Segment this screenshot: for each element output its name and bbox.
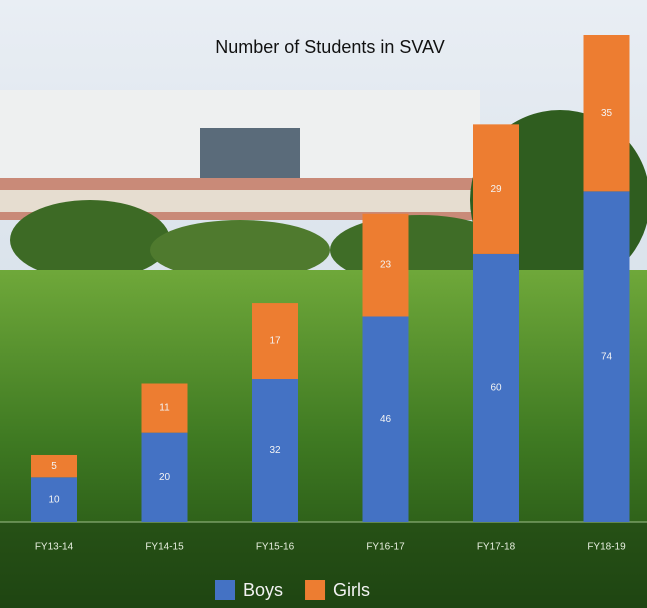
legend-swatch: [215, 580, 235, 600]
data-label: 17: [269, 336, 281, 347]
bar-segment: [583, 191, 630, 522]
bar-segment: [473, 253, 519, 522]
bar-segment: [473, 124, 519, 254]
data-label: 23: [380, 260, 392, 271]
bar-segment: [31, 477, 77, 522]
x-tick-label: FY13-14: [35, 542, 74, 553]
legend-label: Girls: [333, 580, 370, 600]
bar-segment: [252, 379, 298, 522]
data-label: 10: [48, 494, 60, 505]
legend-label: Boys: [243, 580, 283, 600]
bar-segment: [252, 303, 298, 380]
data-label: 46: [380, 414, 392, 425]
x-tick-label: FY15-16: [256, 542, 295, 553]
x-tick-label: FY16-17: [366, 542, 405, 553]
x-tick-label: FY17-18: [477, 542, 516, 553]
bar-segment: [31, 454, 77, 478]
x-tick-label: FY14-15: [145, 542, 184, 553]
data-label: 20: [159, 472, 171, 483]
data-label: 60: [490, 383, 502, 394]
data-label: 11: [159, 403, 170, 414]
bar-segment: [583, 35, 630, 192]
legend: Boys Girls: [215, 580, 370, 600]
legend-swatch: [305, 580, 326, 600]
data-label: 29: [490, 184, 502, 195]
plot-area: 10 5 FY13-14 20 11 FY14-15 32 17 FY15-16 46 23 FY16…: [31, 35, 630, 553]
data-label: 32: [269, 445, 281, 456]
bar-segment: [362, 213, 409, 317]
x-tick-label: FY18-19: [587, 542, 626, 553]
bar-segment: [141, 432, 188, 522]
data-label: 74: [601, 351, 613, 362]
bar-segment: [141, 383, 188, 433]
chart-title: Number of Students in SVAV: [215, 37, 444, 57]
bar-segment: [362, 316, 409, 522]
data-label: 35: [601, 108, 613, 119]
data-label: 5: [51, 461, 57, 472]
